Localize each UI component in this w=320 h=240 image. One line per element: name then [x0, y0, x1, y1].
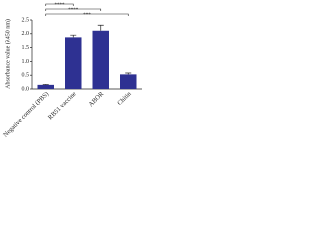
y-tick-label: 0.0 [22, 86, 30, 92]
bar [92, 30, 109, 89]
x-tick-label: Chitin [116, 90, 133, 107]
error-bar [42, 83, 49, 85]
y-tick-label: 2.0 [22, 31, 30, 37]
significance-label: **** [55, 3, 66, 8]
significance-bracket [45, 8, 102, 11]
error-bar [70, 34, 77, 38]
bar [120, 74, 137, 89]
y-tick-label: 0.5 [22, 73, 30, 79]
x-tick-label: Negative control (PBS) [2, 91, 50, 139]
x-tick-label: ABOR [87, 90, 105, 108]
bar [37, 84, 54, 89]
error-bar [125, 72, 132, 75]
significance-label: **** [68, 8, 79, 13]
y-tick-label: 1.0 [22, 59, 30, 65]
significance-bracket [45, 3, 74, 6]
y-axis-label: Absorbance value (λ450 nm) [4, 19, 11, 89]
x-tick-label: RB51 vaccine [47, 90, 78, 121]
y-tick-label: 1.5 [22, 45, 30, 51]
y-tick-label: 2.5 [22, 17, 30, 23]
significance-label: *** [83, 13, 91, 18]
chart: Absorbance value (λ450 nm) 0.0 0.5 1.0 1.5 2… [2, 3, 142, 139]
bar [65, 37, 82, 89]
error-bar [97, 24, 104, 31]
significance-bracket [45, 13, 129, 16]
